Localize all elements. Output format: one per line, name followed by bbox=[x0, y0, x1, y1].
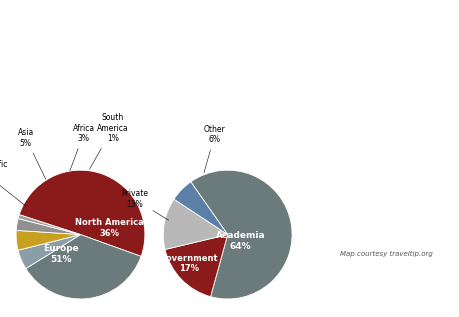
Text: Other
6%: Other 6% bbox=[203, 125, 225, 173]
Wedge shape bbox=[18, 215, 80, 235]
Wedge shape bbox=[18, 235, 80, 268]
Wedge shape bbox=[174, 182, 227, 235]
Text: Africa
3%: Africa 3% bbox=[70, 124, 95, 171]
Text: Government
17%: Government 17% bbox=[159, 254, 218, 273]
Wedge shape bbox=[190, 170, 291, 299]
Wedge shape bbox=[163, 199, 227, 249]
Wedge shape bbox=[16, 218, 80, 235]
Text: Europe
51%: Europe 51% bbox=[43, 244, 79, 264]
Wedge shape bbox=[26, 235, 141, 299]
Text: Map courtesy traveltip.org: Map courtesy traveltip.org bbox=[339, 250, 432, 257]
Wedge shape bbox=[19, 170, 145, 256]
Text: South
America
1%: South America 1% bbox=[90, 113, 128, 169]
Wedge shape bbox=[165, 235, 227, 297]
Text: Academia
64%: Academia 64% bbox=[215, 231, 265, 251]
Text: Austral-pacific
5%: Austral-pacific 5% bbox=[0, 160, 25, 206]
Wedge shape bbox=[16, 230, 80, 250]
Text: North America
36%: North America 36% bbox=[75, 218, 144, 238]
Text: Asia
5%: Asia 5% bbox=[17, 128, 46, 179]
Text: Private
13%: Private 13% bbox=[121, 190, 168, 220]
